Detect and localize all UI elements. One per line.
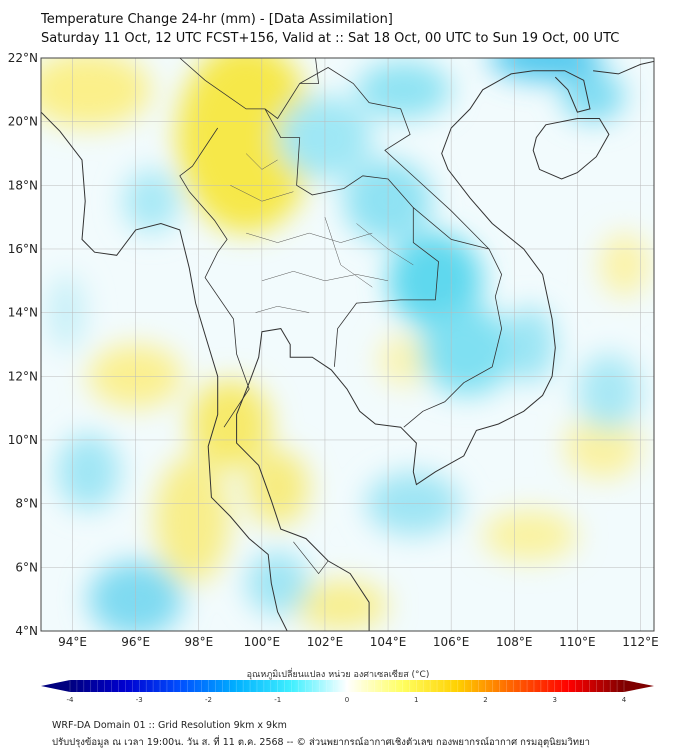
coastline bbox=[593, 60, 654, 75]
field-blob bbox=[189, 379, 272, 469]
coastline bbox=[230, 185, 294, 202]
field-blob bbox=[176, 58, 316, 233]
coastlines-borders bbox=[41, 58, 654, 631]
temperature-change-map: 94°E 96°E 98°E 100°E 102°E 104°E 106°E 108°E 110… bbox=[8, 51, 659, 649]
field-blob bbox=[388, 233, 483, 329]
colorbar: -4 -3 -2 -1 0 1 2 3 4 bbox=[41, 680, 654, 704]
lat-tick-label: 10°N bbox=[8, 433, 38, 447]
coastline bbox=[41, 111, 288, 631]
lon-tick-label: 104°E bbox=[370, 635, 407, 649]
coastline bbox=[299, 67, 490, 250]
field-blob bbox=[41, 58, 152, 128]
field-blob bbox=[123, 169, 180, 234]
lon-tick-label: 94°E bbox=[58, 635, 87, 649]
lon-tick-label: 96°E bbox=[121, 635, 150, 649]
lat-tick-label: 18°N bbox=[8, 178, 38, 192]
coastline bbox=[264, 108, 439, 367]
field-blob bbox=[56, 433, 120, 510]
field-blob bbox=[504, 306, 556, 383]
colorbar-min-arrow bbox=[41, 680, 70, 692]
colorbar-max-arrow bbox=[624, 680, 654, 692]
field-blob bbox=[599, 233, 650, 297]
lon-tick-label: 106°E bbox=[433, 635, 470, 649]
lon-tick-label: 100°E bbox=[244, 635, 281, 649]
temperature-field bbox=[41, 58, 650, 631]
field-blob bbox=[419, 306, 515, 396]
field-blob bbox=[154, 455, 231, 584]
field-blob bbox=[246, 449, 310, 526]
colorbar-tick-label: -1 bbox=[274, 696, 281, 704]
colorbar-tick-label: 0 bbox=[345, 696, 349, 704]
footer-credit: ปรับปรุงข้อมูล ณ เวลา 19:00น. วัน ส. ที่… bbox=[52, 737, 590, 748]
lon-tick-label: 108°E bbox=[496, 635, 533, 649]
colorbar-gradient bbox=[70, 680, 624, 692]
field-blob bbox=[246, 551, 310, 615]
colorbar-label: อุณหภูมิเปลี่ยนแปลง หน่วย องศาเซลเซียส (… bbox=[246, 670, 430, 680]
coastline bbox=[293, 541, 329, 575]
field-blob bbox=[356, 61, 452, 119]
colorbar-tick-label: 1 bbox=[414, 696, 418, 704]
colorbar-tick-label: -4 bbox=[67, 696, 75, 704]
lon-tick-label: 110°E bbox=[559, 635, 596, 649]
colorbar-tick-label: -3 bbox=[136, 696, 143, 704]
coastline bbox=[356, 223, 414, 266]
colorbar-tick-label: 2 bbox=[483, 696, 487, 704]
lon-tick-label: 98°E bbox=[184, 635, 213, 649]
coastline bbox=[261, 271, 389, 282]
colorbar-tick-label: 3 bbox=[553, 696, 557, 704]
coastline bbox=[532, 118, 610, 180]
lat-tick-label: 4°N bbox=[15, 624, 38, 638]
lat-tick-label: 22°N bbox=[8, 51, 38, 65]
coastline bbox=[246, 232, 373, 243]
chart-subtitle: Saturday 11 Oct, 12 UTC FCST+156, Valid … bbox=[41, 31, 620, 46]
lat-tick-label: 14°N bbox=[8, 306, 38, 320]
coastline bbox=[179, 127, 250, 428]
field-blob bbox=[482, 510, 578, 561]
footer-model-info: WRF-DA Domain 01 :: Grid Resolution 9km … bbox=[52, 720, 287, 731]
lat-tick-label: 8°N bbox=[15, 497, 38, 511]
lat-tick-label: 6°N bbox=[15, 560, 38, 574]
map-frame bbox=[40, 57, 655, 632]
lat-tick-label: 20°N bbox=[8, 115, 38, 129]
colorbar-tick-label: 4 bbox=[622, 696, 627, 704]
field-blob bbox=[577, 354, 641, 431]
coastline bbox=[236, 70, 591, 631]
field-blob bbox=[564, 414, 641, 479]
lat-tick-label: 12°N bbox=[8, 369, 38, 383]
lat-tick-label: 16°N bbox=[8, 242, 38, 256]
coastline bbox=[245, 153, 278, 170]
colorbar-tick-label: -2 bbox=[205, 696, 212, 704]
coastline bbox=[403, 207, 503, 428]
coastline bbox=[255, 306, 310, 313]
field-blob bbox=[378, 334, 430, 386]
chart-title: Temperature Change 24-hr (mm) - [Data As… bbox=[41, 12, 393, 27]
coastline bbox=[324, 217, 373, 288]
coastline bbox=[179, 58, 320, 120]
field-blob bbox=[489, 58, 603, 81]
lon-tick-label: 102°E bbox=[307, 635, 344, 649]
lon-tick-label: 112°E bbox=[622, 635, 659, 649]
field-blob bbox=[293, 580, 388, 631]
